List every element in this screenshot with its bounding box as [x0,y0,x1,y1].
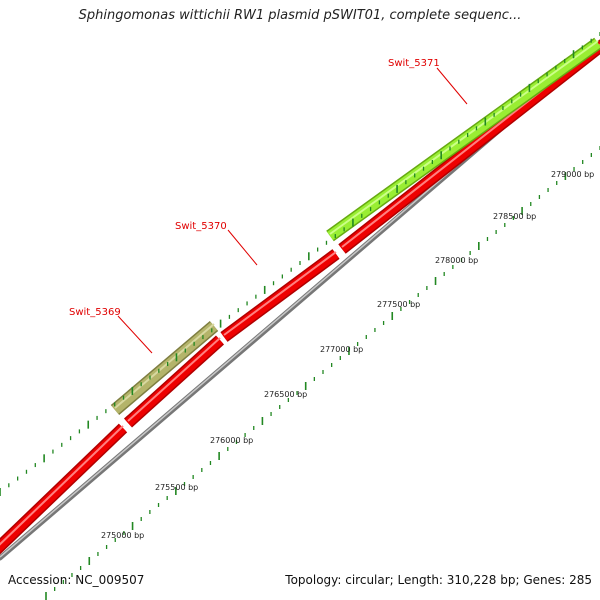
gene-label-swit-5371: Swit_5371 [388,58,440,69]
accession-text: Accession: NC_009507 [8,573,145,587]
ruler-label-275000: 275000 bp [101,531,144,540]
gene-swit-5369[interactable] [110,321,219,415]
topology-summary: Topology: circular; Length: 310,228 bp; … [285,573,592,587]
ruler-label-277500: 277500 bp [377,300,420,309]
ruler-label-277000: 277000 bp [320,345,363,354]
red-gene-band [0,39,600,555]
map-title: Sphingomonas wittichii RW1 plasmid pSWIT… [78,8,522,23]
ruler-label-275500: 275500 bp [155,483,198,492]
ruler-label-278500: 278500 bp [493,212,536,221]
ruler-label-276000: 276000 bp [210,436,253,445]
leader-swit-5369 [117,315,153,354]
ruler-label-279000: 279000 bp [551,170,594,179]
ruler-label-278000: 278000 bp [435,256,478,265]
outer-tick-marks [0,32,600,496]
gene-swit-5371[interactable] [326,37,600,242]
inner-tick-marks [45,146,600,600]
ruler-label-276500: 276500 bp [264,390,307,399]
gene-label-swit-5370: Swit_5370 [175,221,227,232]
leader-swit-5370 [227,229,258,266]
gene-label-swit-5369: Swit_5369 [69,307,121,318]
leader-swit-5371 [436,67,468,105]
